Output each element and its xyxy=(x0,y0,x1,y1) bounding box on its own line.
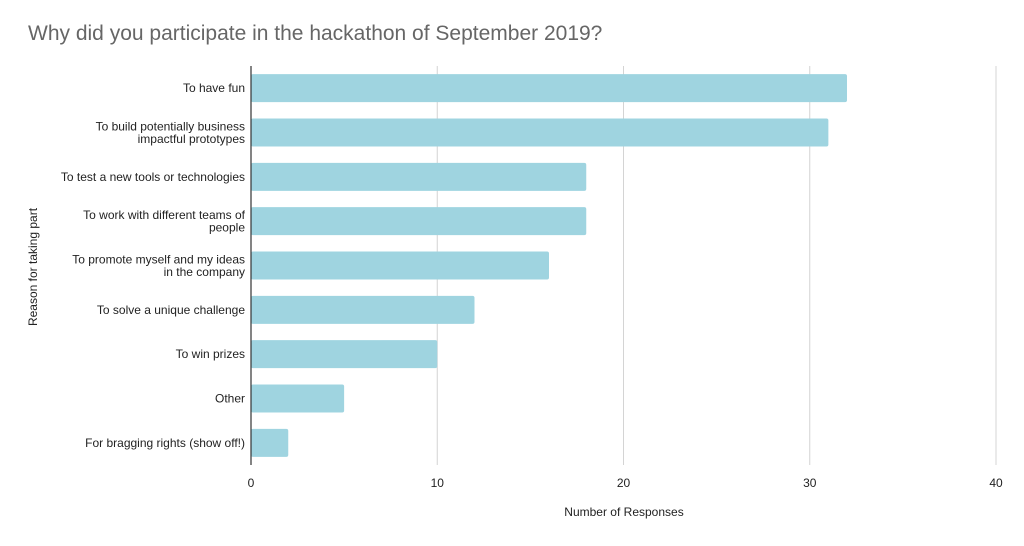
x-tick-label: 20 xyxy=(617,476,631,490)
bar xyxy=(251,118,829,147)
category-label: To build potentially business impactful p… xyxy=(96,119,245,146)
bar xyxy=(251,251,549,280)
x-tick-labels: 0 10 20 30 40 xyxy=(248,476,1003,490)
category-label: To promote myself and my ideas in the com… xyxy=(72,252,245,279)
x-tick-label: 10 xyxy=(431,476,445,490)
bar xyxy=(251,74,847,103)
category-label: For bragging rights (show off!) xyxy=(85,436,245,450)
bar xyxy=(251,207,587,236)
bar xyxy=(251,295,475,324)
x-tick-label: 30 xyxy=(803,476,817,490)
bar xyxy=(251,384,345,413)
category-label: To win prizes xyxy=(176,347,245,361)
category-labels: To have fun To build potentially business… xyxy=(61,81,246,450)
category-label: To have fun xyxy=(183,81,245,95)
category-label: To test a new tools or technologies xyxy=(61,170,245,184)
bar xyxy=(251,428,289,457)
bars xyxy=(251,74,847,457)
x-tick-label: 40 xyxy=(989,476,1003,490)
x-axis-title: Number of Responses xyxy=(564,505,683,519)
category-label: Other xyxy=(215,392,245,406)
category-label: To solve a unique challenge xyxy=(97,303,245,317)
chart-title: Why did you participate in the hackathon… xyxy=(28,22,603,45)
x-tick-label: 0 xyxy=(248,476,255,490)
bar xyxy=(251,340,438,369)
bar xyxy=(251,162,587,191)
y-axis-title: Reason for taking part xyxy=(26,207,40,326)
category-label: To work with different teams of people xyxy=(83,208,246,235)
